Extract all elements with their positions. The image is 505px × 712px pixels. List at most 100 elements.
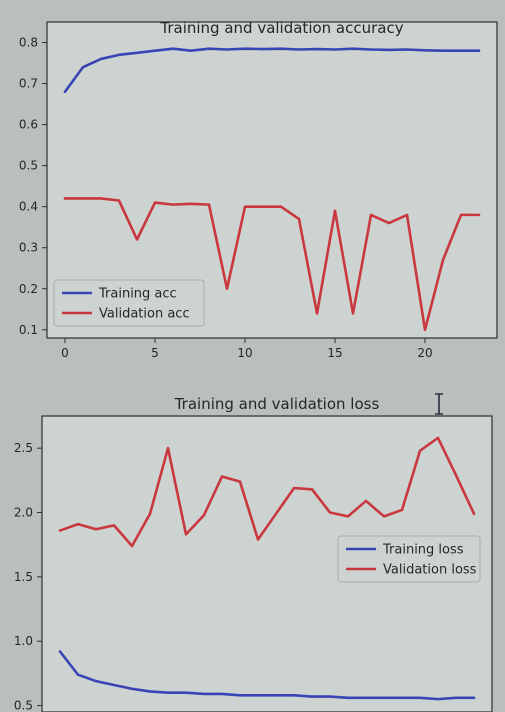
validation-acc-point xyxy=(244,205,246,208)
training-loss-point xyxy=(419,697,421,699)
legend-label: Training acc xyxy=(98,287,177,302)
validation-loss-point xyxy=(113,524,115,527)
validation-acc-point xyxy=(154,201,156,204)
validation-loss-point xyxy=(437,437,439,439)
x-tick-label: 15 xyxy=(327,346,342,360)
training-loss-point xyxy=(239,694,241,697)
training-loss-point xyxy=(95,680,97,682)
y-tick-label: 0.7 xyxy=(19,77,38,91)
y-tick-label: 2.5 xyxy=(14,441,33,455)
training-acc-point xyxy=(190,49,192,52)
training-loss-point xyxy=(437,698,439,700)
training-acc-point xyxy=(406,48,408,51)
validation-acc-point xyxy=(442,259,444,261)
training-loss-point xyxy=(59,650,61,653)
x-tick-label: 10 xyxy=(237,346,252,360)
y-tick-label: 0.1 xyxy=(19,323,38,337)
validation-acc-point xyxy=(262,205,264,208)
y-tick-label: 0.5 xyxy=(19,159,38,173)
training-loss-point xyxy=(113,684,115,686)
validation-loss-point xyxy=(59,529,61,532)
validation-acc-point xyxy=(280,205,282,208)
validation-loss-point xyxy=(347,515,349,518)
chart-title: Training and validation loss xyxy=(174,395,380,413)
validation-loss-point xyxy=(167,447,169,449)
training-acc-point xyxy=(244,47,246,50)
training-loss-point xyxy=(77,673,79,676)
training-loss-point xyxy=(365,697,367,699)
legend-box xyxy=(53,279,205,327)
y-tick-label: 1.0 xyxy=(14,634,33,648)
validation-acc-point xyxy=(136,238,138,241)
training-acc-point xyxy=(226,48,228,51)
validation-loss-point xyxy=(401,509,403,511)
legend-label: Validation loss xyxy=(383,563,477,578)
validation-acc-point xyxy=(424,328,426,331)
validation-loss-point xyxy=(95,528,97,531)
validation-acc-point xyxy=(406,214,408,216)
validation-acc-point xyxy=(208,203,210,206)
validation-loss-point xyxy=(239,480,241,483)
validation-acc-point xyxy=(100,197,102,200)
validation-loss-point xyxy=(221,475,223,478)
training-loss-point xyxy=(383,697,385,699)
legend-box xyxy=(337,535,481,583)
legend-label: Validation acc xyxy=(99,307,190,322)
validation-loss-point xyxy=(473,513,475,515)
validation-acc-point xyxy=(316,312,318,315)
validation-acc-point xyxy=(226,287,228,290)
y-tick-label: 0.8 xyxy=(19,36,38,50)
training-loss-point xyxy=(473,697,475,699)
validation-loss-point xyxy=(275,513,277,515)
validation-acc-point xyxy=(190,203,192,205)
validation-acc-point xyxy=(388,222,390,224)
validation-loss-point xyxy=(149,513,151,515)
validation-acc-point xyxy=(352,312,354,315)
training-acc-point xyxy=(82,66,84,68)
validation-acc-point xyxy=(64,197,66,200)
validation-loss-point xyxy=(77,523,79,525)
validation-loss-point xyxy=(455,474,457,477)
training-loss-point xyxy=(167,691,169,694)
training-acc-point xyxy=(370,48,372,51)
validation-acc-point xyxy=(298,218,300,220)
validation-loss-point xyxy=(293,487,295,489)
y-tick-label: 0.3 xyxy=(19,241,38,255)
training-loss-point xyxy=(221,693,223,695)
validation-acc-point xyxy=(334,209,336,212)
y-tick-label: 1.5 xyxy=(14,570,33,584)
training-loss-point xyxy=(203,693,205,695)
training-loss-point xyxy=(401,697,403,699)
training-acc-point xyxy=(442,49,444,52)
x-tick-label: 20 xyxy=(417,346,432,360)
validation-acc-point xyxy=(478,214,480,216)
training-loss-point xyxy=(347,697,349,699)
validation-acc-point xyxy=(82,197,84,200)
loss-chart: Training and validation loss 0.5 1.0 1.5 2.0… xyxy=(14,395,493,712)
training-acc-point xyxy=(316,48,318,50)
training-acc-point xyxy=(478,49,480,52)
validation-acc-point xyxy=(118,199,120,202)
training-acc-point xyxy=(208,47,210,50)
validation-acc-point xyxy=(172,203,174,206)
validation-loss-point xyxy=(365,500,367,502)
training-acc-point xyxy=(298,48,300,51)
training-loss-line xyxy=(58,650,476,701)
validation-loss-point xyxy=(203,514,205,516)
training-acc-point xyxy=(388,49,390,51)
y-tick-label: 2.0 xyxy=(14,506,33,520)
text-cursor-icon xyxy=(435,393,443,415)
training-acc-point xyxy=(64,90,66,93)
training-loss-point xyxy=(293,694,295,697)
training-acc-point xyxy=(136,51,138,54)
training-acc-point xyxy=(100,58,102,60)
training-acc-point xyxy=(460,49,462,52)
legend-label: Training loss xyxy=(382,543,464,558)
training-loss-point xyxy=(131,688,133,690)
validation-acc-point xyxy=(460,214,462,216)
validation-loss-point xyxy=(257,538,259,541)
x-tick-label: 0 xyxy=(61,346,69,360)
training-acc-point xyxy=(334,48,336,51)
x-tick-label: 5 xyxy=(151,346,159,360)
